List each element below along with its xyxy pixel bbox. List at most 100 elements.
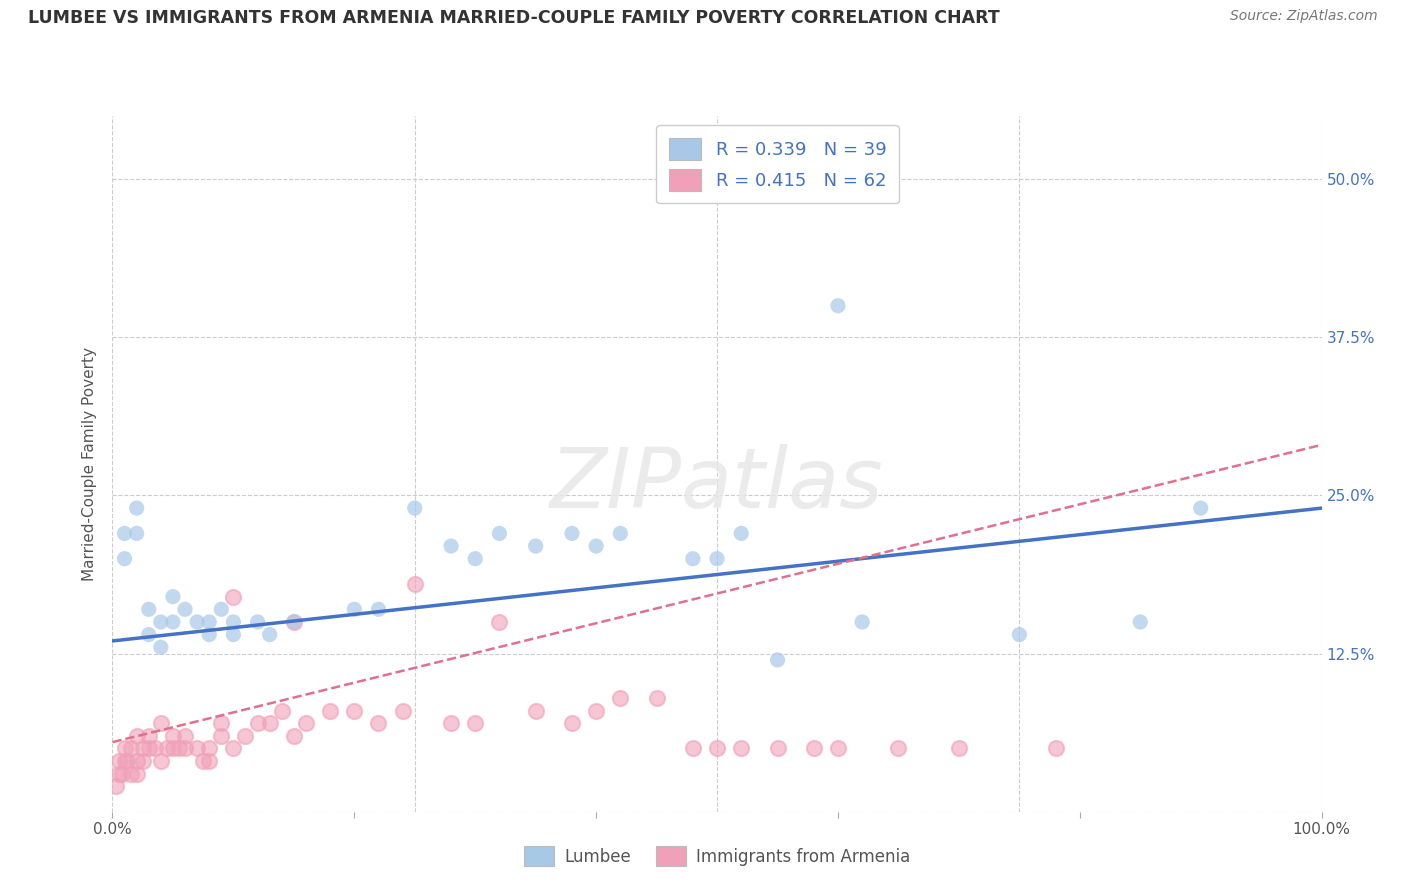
Point: [138, 627, 160, 641]
Point: [198, 627, 221, 641]
Point: [111, 766, 134, 780]
Point: [120, 766, 142, 780]
Point: [948, 741, 970, 756]
Point: [730, 526, 752, 541]
Point: [561, 716, 583, 731]
Point: [235, 729, 257, 743]
Text: Source: ZipAtlas.com: Source: ZipAtlas.com: [1230, 9, 1378, 23]
Point: [132, 741, 155, 756]
Point: [524, 704, 547, 718]
Y-axis label: Married-Couple Family Poverty: Married-Couple Family Poverty: [82, 347, 97, 581]
Point: [149, 754, 172, 768]
Point: [827, 299, 849, 313]
Point: [125, 766, 148, 780]
Point: [367, 716, 389, 731]
Point: [609, 690, 631, 705]
Point: [125, 729, 148, 743]
Point: [404, 577, 426, 591]
Point: [1045, 741, 1067, 756]
Point: [488, 526, 510, 541]
Point: [319, 704, 342, 718]
Point: [585, 539, 607, 553]
Point: [125, 754, 148, 768]
Point: [1189, 501, 1212, 516]
Point: [198, 741, 221, 756]
Point: [115, 754, 138, 768]
Point: [149, 716, 172, 731]
Point: [107, 754, 129, 768]
Point: [186, 741, 208, 756]
Point: [125, 501, 148, 516]
Point: [174, 741, 197, 756]
Point: [186, 615, 208, 629]
Point: [114, 551, 136, 566]
Point: [524, 539, 547, 553]
Point: [138, 741, 160, 756]
Point: [706, 551, 728, 566]
Point: [149, 640, 172, 655]
Point: [1008, 627, 1031, 641]
Point: [125, 526, 148, 541]
Point: [367, 602, 389, 616]
Point: [561, 526, 583, 541]
Point: [198, 615, 221, 629]
Point: [149, 615, 172, 629]
Point: [887, 741, 910, 756]
Point: [246, 716, 269, 731]
Point: [803, 741, 825, 756]
Point: [270, 704, 292, 718]
Point: [174, 602, 197, 616]
Point: [162, 741, 184, 756]
Point: [174, 729, 197, 743]
Point: [682, 551, 704, 566]
Point: [167, 741, 190, 756]
Point: [391, 704, 413, 718]
Point: [138, 602, 160, 616]
Point: [730, 741, 752, 756]
Point: [283, 615, 305, 629]
Point: [143, 741, 166, 756]
Point: [682, 741, 704, 756]
Point: [120, 741, 142, 756]
Point: [222, 590, 245, 604]
Point: [585, 704, 607, 718]
Point: [209, 716, 232, 731]
Point: [209, 602, 232, 616]
Point: [706, 741, 728, 756]
Point: [1129, 615, 1152, 629]
Point: [162, 729, 184, 743]
Point: [259, 627, 281, 641]
Point: [114, 526, 136, 541]
Point: [222, 627, 245, 641]
Point: [162, 590, 184, 604]
Point: [283, 729, 305, 743]
Text: LUMBEE VS IMMIGRANTS FROM ARMENIA MARRIED-COUPLE FAMILY POVERTY CORRELATION CHAR: LUMBEE VS IMMIGRANTS FROM ARMENIA MARRIE…: [28, 9, 1000, 27]
Point: [766, 741, 789, 756]
Point: [609, 526, 631, 541]
Point: [440, 716, 463, 731]
Point: [283, 615, 305, 629]
Point: [259, 716, 281, 731]
Point: [162, 615, 184, 629]
Point: [138, 729, 160, 743]
Point: [191, 754, 215, 768]
Point: [343, 704, 366, 718]
Point: [105, 780, 128, 794]
Point: [766, 653, 789, 667]
Point: [645, 690, 668, 705]
Point: [222, 615, 245, 629]
Point: [156, 741, 179, 756]
Point: [209, 729, 232, 743]
Point: [114, 741, 136, 756]
Point: [132, 754, 155, 768]
Point: [107, 766, 129, 780]
Point: [404, 501, 426, 516]
Point: [295, 716, 318, 731]
Point: [343, 602, 366, 616]
Point: [464, 551, 486, 566]
Legend: Lumbee, Immigrants from Armenia: Lumbee, Immigrants from Armenia: [517, 839, 917, 873]
Point: [246, 615, 269, 629]
Point: [488, 615, 510, 629]
Point: [827, 741, 849, 756]
Point: [198, 754, 221, 768]
